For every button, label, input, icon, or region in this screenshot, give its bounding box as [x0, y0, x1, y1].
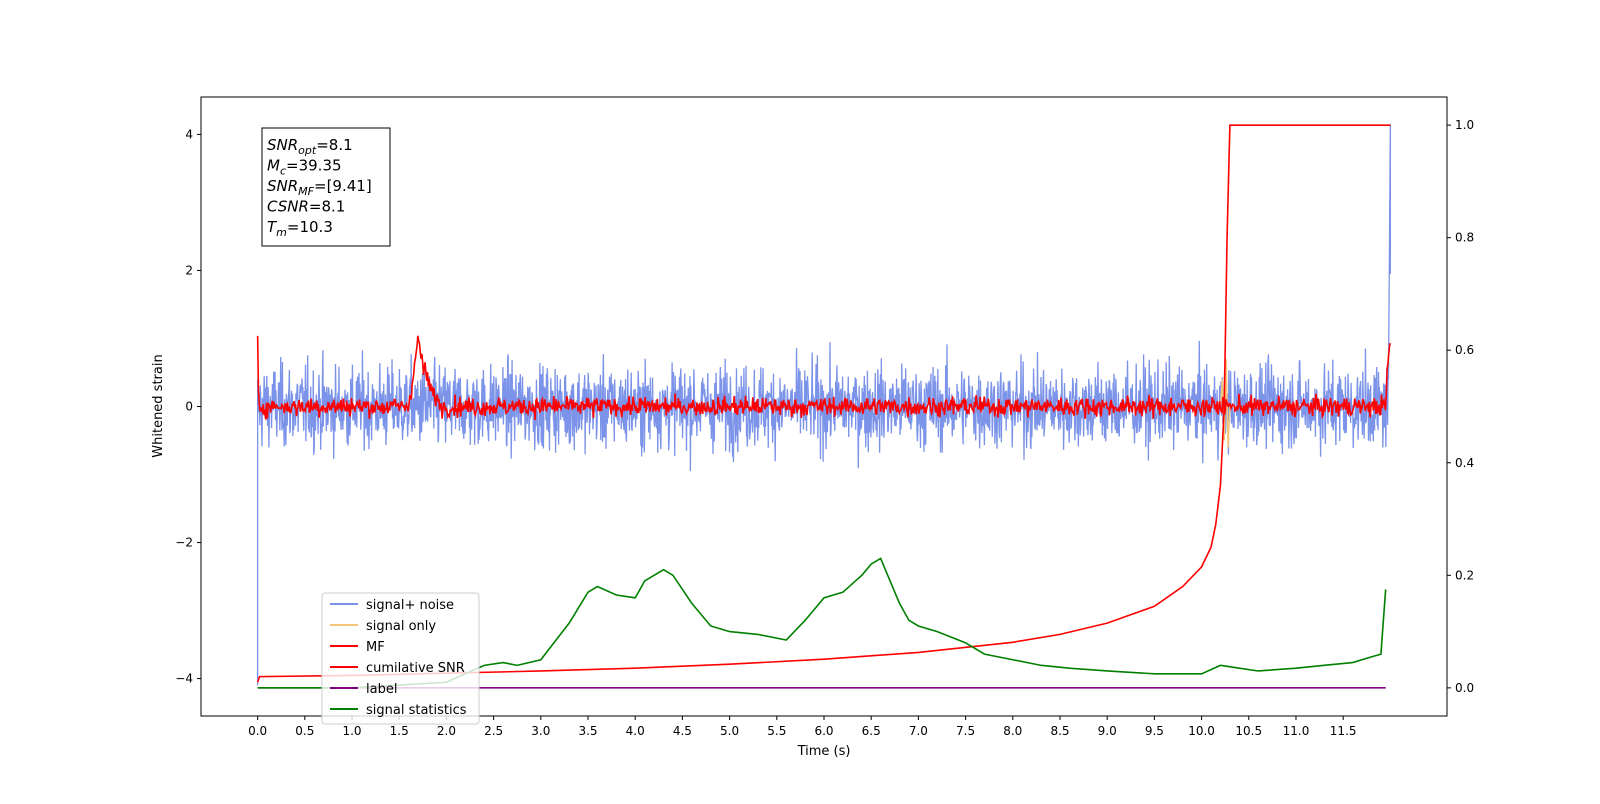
y2-tick-label: 1.0 — [1455, 118, 1474, 132]
legend-label: signal+ noise — [366, 598, 454, 613]
legend-label: signal statistics — [366, 703, 467, 718]
y-axis-label: Whitened strain — [151, 354, 166, 457]
x-tick-label: 8.5 — [1050, 724, 1069, 738]
legend: signal+ noise signal only MF cumilative SNR… — [321, 592, 480, 725]
series-signal-only-line — [1219, 358, 1231, 448]
x-tick-label: 6.5 — [862, 724, 881, 738]
annotation-line: Mc=39.35 — [267, 157, 342, 178]
y-tick-label: −2 — [175, 536, 193, 550]
x-tick-label: 11.0 — [1283, 724, 1310, 738]
x-tick-label: 9.0 — [1098, 724, 1117, 738]
y2-tick-label: 0.0 — [1455, 681, 1474, 695]
x-tick-label: 0.0 — [248, 724, 267, 738]
legend-label: cumilative SNR — [366, 661, 465, 676]
series-cumilative-snr-line — [256, 124, 1391, 683]
y2-tick-label: 0.8 — [1455, 231, 1474, 245]
y-tick-label: 0 — [185, 400, 193, 414]
x-tick-label: 5.0 — [720, 724, 739, 738]
annotation-value: =8.1 — [316, 136, 352, 154]
annotation-subscript: m — [276, 226, 287, 239]
x-tick-label: 11.5 — [1330, 724, 1357, 738]
x-tick-label: 4.5 — [673, 724, 692, 738]
annotation-subscript: opt — [298, 144, 317, 157]
legend-frame — [321, 592, 480, 725]
x-tick-label: 7.5 — [956, 724, 975, 738]
annotation-value: =39.35 — [286, 157, 342, 175]
annotation-symbol: CSNR — [267, 198, 309, 216]
x-tick-label: 10.5 — [1235, 724, 1262, 738]
series-layer — [256, 124, 1392, 689]
ticks-layer: 0.0 0.5 1.0 1.5 2.0 2.5 3.0 3.5 4.0 4.5 5.0 5.5 6.0 6… — [175, 118, 1474, 738]
annotation-value: =[9.41] — [314, 177, 372, 195]
x-tick-label: 2.5 — [484, 724, 503, 738]
series-signal-statistics-line — [257, 557, 1387, 689]
y2-tick-label: 0.2 — [1455, 568, 1474, 582]
annotation-subscript: MF — [298, 185, 314, 198]
x-tick-label: 10.0 — [1188, 724, 1215, 738]
x-tick-label: 6.0 — [814, 724, 833, 738]
annotation-symbol: T — [267, 218, 278, 236]
y-tick-label: −4 — [175, 672, 193, 686]
legend-label: MF — [366, 640, 385, 655]
x-tick-label: 9.5 — [1145, 724, 1164, 738]
annotation-value: =8.1 — [309, 198, 345, 216]
x-tick-label: 5.5 — [767, 724, 786, 738]
annotation-line: Tm=10.3 — [267, 218, 333, 239]
x-tick-label: 1.0 — [342, 724, 361, 738]
annotation-line: SNRMF=[9.41] — [267, 177, 372, 198]
x-tick-label: 4.0 — [626, 724, 645, 738]
annotation-lines: SNRopt=8.1Mc=39.35SNRMF=[9.41]CSNR=8.1Tm… — [267, 136, 372, 239]
legend-items: signal+ noise signal only MF cumilative SNR… — [330, 598, 467, 718]
annotation-value: =10.3 — [287, 218, 333, 236]
annotation-symbol: SNR — [267, 177, 298, 195]
legend-label: label — [366, 682, 397, 697]
series-mf-line — [256, 335, 1392, 421]
y-tick-label: 4 — [185, 127, 193, 141]
x-tick-label: 3.0 — [531, 724, 550, 738]
x-tick-label: 0.5 — [295, 724, 314, 738]
annotation-line: SNRopt=8.1 — [267, 136, 353, 157]
x-tick-label: 1.5 — [390, 724, 409, 738]
x-axis-label: Time (s) — [797, 744, 851, 759]
y-tick-label: 2 — [185, 263, 193, 277]
legend-label: signal only — [366, 619, 436, 634]
y2-tick-label: 0.4 — [1455, 456, 1474, 470]
annotation-frame — [261, 127, 391, 247]
annotation-symbol: SNR — [267, 136, 298, 154]
annotation-box: SNRopt=8.1Mc=39.35SNRMF=[9.41]CSNR=8.1Tm… — [261, 127, 391, 247]
x-tick-label: 2.0 — [437, 724, 456, 738]
y2-tick-label: 0.6 — [1455, 343, 1474, 357]
series-signal-noise-line — [256, 124, 1392, 686]
annotation-symbol: M — [267, 157, 280, 175]
x-tick-label: 3.5 — [578, 724, 597, 738]
annotation-subscript: c — [280, 165, 286, 178]
annotation-line: CSNR=8.1 — [267, 198, 345, 216]
x-tick-label: 7.0 — [909, 724, 928, 738]
x-tick-label: 8.0 — [1003, 724, 1022, 738]
